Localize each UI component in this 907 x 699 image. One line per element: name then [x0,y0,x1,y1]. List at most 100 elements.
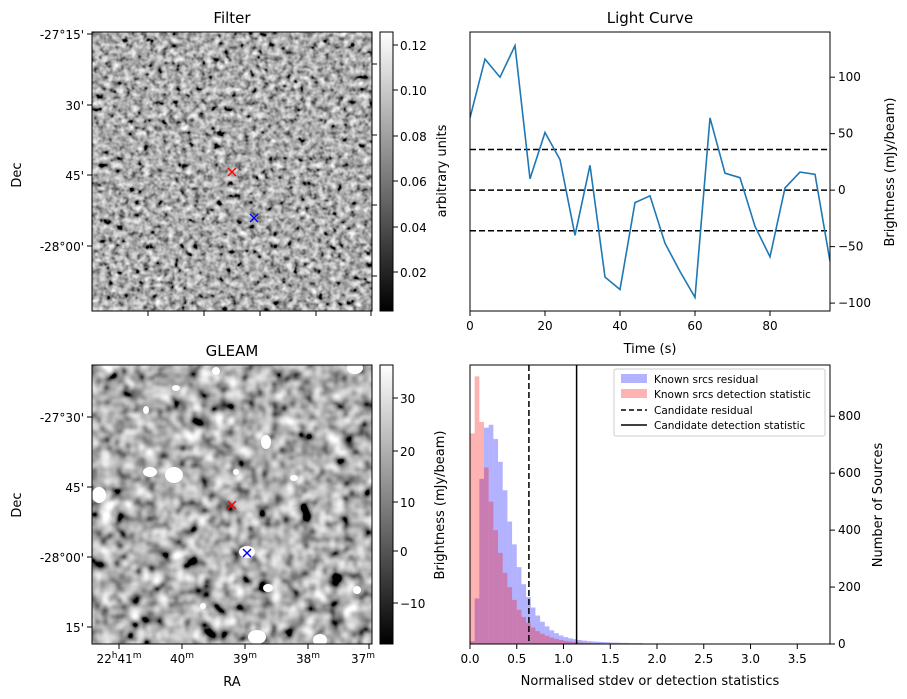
histogram-xtick-label: 0.0 [460,652,479,666]
filter-red-marker [227,167,237,177]
gleam-xtick-label: 22h41m [96,651,141,666]
legend-swatch-residual [621,374,647,383]
histogram-bar [568,638,573,644]
histogram-bar [474,376,480,644]
histogram-bar [516,609,522,644]
histogram-xtick-label: 3.5 [788,652,807,666]
gleam-panel: GLEAM Dec -27°30' 45' [10,342,448,690]
histogram-bar [582,640,587,644]
histogram-bar [624,642,629,644]
histogram-bar [470,433,475,644]
filter-ytick-label: -27°15' [40,28,84,42]
histogram-bar [549,630,555,644]
filter-panel: Filter Dec -27°15' 30' 45' -28°00' [10,9,450,316]
lightcurve-yticks: −100 −50 0 50 100 [830,70,871,310]
histogram-bar [535,615,541,644]
histogram-bar [488,501,494,644]
gleam-ylabel: Dec [10,492,25,517]
histogram-bar [586,641,592,644]
gleam-xlabel: RA [223,675,241,690]
histogram-xtick-label: 2.0 [647,652,666,666]
histogram-xticks: 0.0 0.5 1.0 1.5 2.0 2.5 3.0 3.5 [460,644,807,666]
histogram-bar [498,461,503,644]
lightcurve-xtick-label: 60 [687,319,702,333]
histogram-bar [516,567,522,644]
legend-frame [613,368,826,437]
gleam-ytick-label: -28°00' [40,551,84,565]
legend-label-candidate-residual: Candidate residual [654,405,753,417]
histogram-ylabel: Number of Sources [871,443,886,568]
histogram-bar [502,572,508,644]
gleam-title: GLEAM [206,342,259,360]
lightcurve-ytick-label: 50 [838,127,853,141]
gleam-xticks: 22h41m 40m 39m 38m 37m [96,644,375,666]
lightcurve-xlabel: Time (s) [623,342,677,357]
histogram-bar [512,544,517,644]
histogram-bar [554,633,559,644]
lightcurve-xtick-label: 20 [537,319,552,333]
legend-label-detection: Known srcs detection statistic [654,389,811,401]
filter-blue-marker [249,213,259,223]
filter-colorbar [379,31,394,312]
histogram-panel: 0.0 0.5 1.0 1.5 2.0 2.5 3.0 3.5 0 200 400 600 800 N… [460,364,886,689]
lightcurve-panel: Light Curve 0 20 40 60 80 −100 −50 0 50 100 Time… [466,9,898,357]
filter-cbar-tick: 0.08 [400,130,427,144]
histogram-bar [619,642,625,644]
filter-xticks [147,311,372,316]
histogram-bar [558,635,564,644]
gleam-xtick-label: 37m [351,651,375,666]
histogram-bar [493,439,499,644]
gleam-image-frame [91,364,373,645]
histogram-bar [572,642,578,644]
lightcurve-ytick-label: −50 [838,240,863,254]
histogram-bar [572,639,578,644]
histogram-xtick-label: 1.0 [554,652,573,666]
filter-ytick-label: -28°00' [40,240,84,254]
histogram-bar [502,490,508,644]
histogram-ytick-label: 600 [838,466,861,480]
histogram-bar [605,642,611,644]
legend-swatch-detection [621,389,647,398]
filter-cbar-tick: 0.10 [400,84,427,98]
gleam-cbar-tick: 30 [400,392,415,406]
histogram-bar [558,640,564,644]
filter-cbar-tick: 0.02 [400,266,427,280]
histogram-bar [600,642,606,644]
gleam-ytick-label: 45' [65,481,84,495]
histogram-legend: Known srcs residual Known srcs detection… [613,368,826,437]
histogram-bar [479,478,485,644]
histogram-bar [470,641,475,644]
histogram-xtick-label: 2.5 [694,652,713,666]
gleam-xtick-label: 40m [170,651,194,666]
histogram-bar [512,599,517,644]
gleam-ytick-label: 15' [65,621,84,635]
histogram-xtick-label: 1.5 [601,652,620,666]
lightcurve-title: Light Curve [607,9,693,27]
histogram-ytick-label: 800 [838,409,861,423]
histogram-vlines [528,365,578,644]
histogram-bar [474,598,480,644]
histogram-bar [526,622,531,644]
histogram-bar [493,530,499,644]
filter-cbar-tick: 0.12 [400,39,427,53]
histogram-bar [591,641,597,644]
histogram-bar [563,637,569,644]
legend-label-residual: Known srcs residual [654,374,758,386]
lightcurve-ytick-label: −100 [838,296,871,310]
filter-ytick-label: 30' [65,99,84,113]
histogram-bar [568,641,573,644]
histogram-bar [498,552,503,644]
lightcurve-series-line [470,42,830,301]
histogram-bar [521,584,527,644]
lightcurve-ytick-label: 100 [838,70,861,84]
gleam-red-marker [227,500,237,510]
gleam-cbar-tick: 20 [400,445,415,459]
gleam-colorbar-label: Brightness (mJy/beam) [433,431,448,580]
gleam-xtick-label: 39m [233,651,257,666]
filter-yticks: -27°15' 30' 45' -28°00' [40,28,92,254]
lightcurve-ytick-label: 0 [838,183,846,197]
filter-cbar-tick: 0.04 [400,221,427,235]
histogram-yticks: 0 200 400 600 800 [830,409,861,651]
filter-colorbar-ticks: 0.02 0.04 0.06 0.08 0.10 0.12 [372,39,427,280]
